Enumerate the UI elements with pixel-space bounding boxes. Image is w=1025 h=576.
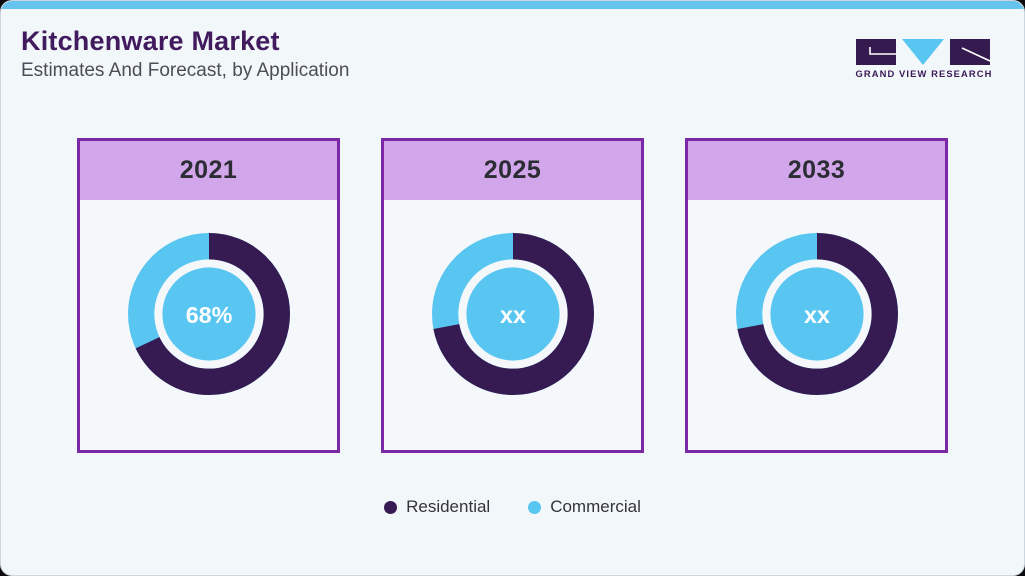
donut-chart-2025: xx xyxy=(431,233,594,395)
legend-label: Residential xyxy=(406,497,491,516)
top-accent-bar xyxy=(1,1,1024,9)
page-subtitle: Estimates And Forecast, by Application xyxy=(21,60,350,82)
card-header: 2021 xyxy=(80,141,337,200)
header: Kitchenware Market Estimates And Forecas… xyxy=(1,9,1024,86)
donut-center-value: 68% xyxy=(185,302,232,328)
brand-name: GRAND VIEW RESEARCH xyxy=(855,68,992,79)
year-cards-row: 2021 68% 2025 xx xyxy=(1,138,1024,453)
card-year-label: 2021 xyxy=(179,156,238,184)
donut-center-value: xx xyxy=(804,302,830,328)
brand-logo: GRAND VIEW RESEARCH xyxy=(854,33,994,86)
card-body: xx xyxy=(688,200,945,395)
legend: Residential Commercial xyxy=(1,497,1024,517)
year-card-2025: 2025 xx xyxy=(381,138,644,453)
year-card-2021: 2021 68% xyxy=(77,138,340,453)
legend-label: Commercial xyxy=(550,497,641,516)
legend-item-commercial: Commercial xyxy=(528,497,641,517)
donut-center-value: xx xyxy=(500,302,526,328)
card-header: 2025 xyxy=(384,141,641,200)
commercial-dot-icon xyxy=(528,500,542,514)
page-title: Kitchenware Market xyxy=(21,26,280,56)
donut-chart-2033: xx xyxy=(735,233,898,395)
legend-item-residential: Residential xyxy=(384,497,490,517)
title-block: Kitchenware Market Estimates And Forecas… xyxy=(21,25,349,82)
card-header: 2033 xyxy=(688,141,945,200)
card-year-label: 2033 xyxy=(787,156,846,184)
card-body: xx xyxy=(384,200,641,395)
grand-view-research-logo-icon: GRAND VIEW RESEARCH xyxy=(855,39,992,79)
card-year-label: 2025 xyxy=(483,156,542,184)
year-card-2033: 2033 xx xyxy=(685,138,948,453)
residential-dot-icon xyxy=(384,500,398,514)
card-body: 68% xyxy=(80,200,337,395)
donut-chart-2021: 68% xyxy=(127,233,290,395)
